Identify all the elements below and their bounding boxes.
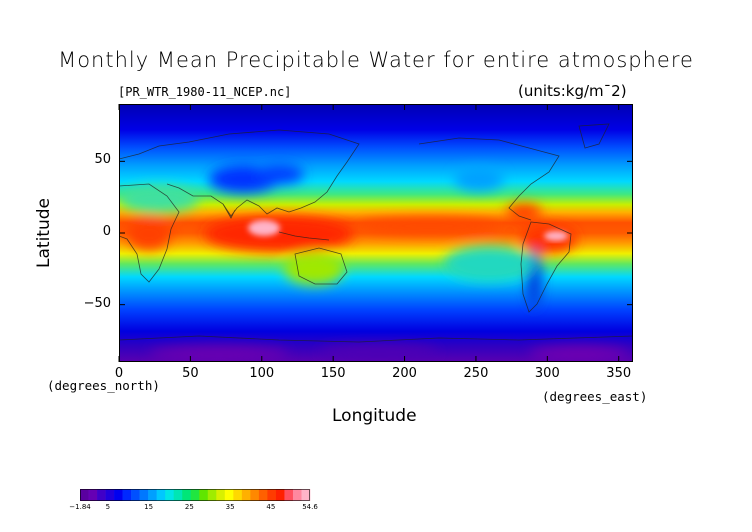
- colorbar-cell: [224, 489, 234, 501]
- colorbar-cell: [258, 489, 268, 501]
- colorbar-cell: [131, 489, 140, 501]
- regional-anomalies: [119, 164, 629, 362]
- x-tick-label: 150: [320, 366, 346, 381]
- colorbar-cell: [156, 489, 166, 501]
- precipitable-water-map: [119, 104, 633, 362]
- colorbar-cell: [233, 489, 243, 501]
- colorbar-cell: [267, 489, 277, 501]
- maxima-patches: [248, 220, 568, 241]
- y-axis-unit-note: (degrees_north): [47, 378, 160, 393]
- coastlines: [119, 123, 633, 343]
- y-tick-label: −50: [83, 295, 111, 311]
- colorbar-tick-label: 45: [266, 503, 276, 511]
- colorbar-cell: [301, 489, 311, 501]
- colorbar: [80, 489, 311, 501]
- colorbar-cell: [216, 489, 226, 501]
- y-tick-label: 50: [94, 152, 111, 168]
- colorbar-cell: [207, 489, 217, 501]
- x-tick-label: 0: [114, 366, 124, 381]
- colorbar-cell: [114, 489, 123, 501]
- source-filename: [PR_WTR_1980-11_NCEP.nc]: [118, 85, 292, 99]
- colorbar-tick-label: 54.6: [302, 503, 318, 511]
- colorbar-tick-label: 5: [105, 503, 111, 511]
- colorbar-cell: [80, 489, 89, 501]
- colorbar-cell: [182, 489, 192, 501]
- colorbar-tick-label: 15: [144, 503, 154, 511]
- x-tick-label: 50: [182, 366, 199, 381]
- x-tick-label: 350: [606, 366, 632, 381]
- colorbar-frame: [80, 489, 310, 501]
- x-tick-label: 100: [249, 366, 275, 381]
- colorbar-cell: [241, 489, 251, 501]
- x-tick-label: 250: [463, 366, 489, 381]
- colorbar-cells: [80, 489, 311, 501]
- colorbar-cell: [165, 489, 175, 501]
- y-axis-label: Latitude: [34, 198, 54, 268]
- colorbar-tick-label: −1.84: [69, 503, 91, 511]
- chart-title: Monthly Mean Precipitable Water for enti…: [58, 48, 694, 72]
- colorbar-cell: [275, 489, 285, 501]
- colorbar-cell: [139, 489, 149, 501]
- colorbar-cell: [88, 489, 98, 501]
- units-label: (units:kg/m¯2): [518, 82, 627, 100]
- x-axis-unit-note: (degrees_east): [542, 389, 648, 404]
- colorbar-tick-label: 25: [184, 503, 194, 511]
- colorbar-cell: [148, 489, 157, 501]
- colorbar-cell: [122, 489, 132, 501]
- colorbar-cell: [250, 489, 260, 501]
- x-tick-label: 300: [534, 366, 560, 381]
- colorbar-cell: [199, 489, 209, 501]
- colorbar-cell: [105, 489, 115, 501]
- y-tick-label: 0: [102, 224, 111, 239]
- colorbar-cell: [190, 489, 200, 501]
- colorbar-cell: [284, 489, 294, 501]
- x-axis-label: Longitude: [332, 406, 417, 426]
- colorbar-cell: [97, 489, 106, 501]
- colorbar-cell: [173, 489, 183, 501]
- colorbar-cell: [292, 489, 302, 501]
- x-tick-label: 200: [392, 366, 417, 381]
- colorbar-tick-label: 35: [225, 503, 235, 511]
